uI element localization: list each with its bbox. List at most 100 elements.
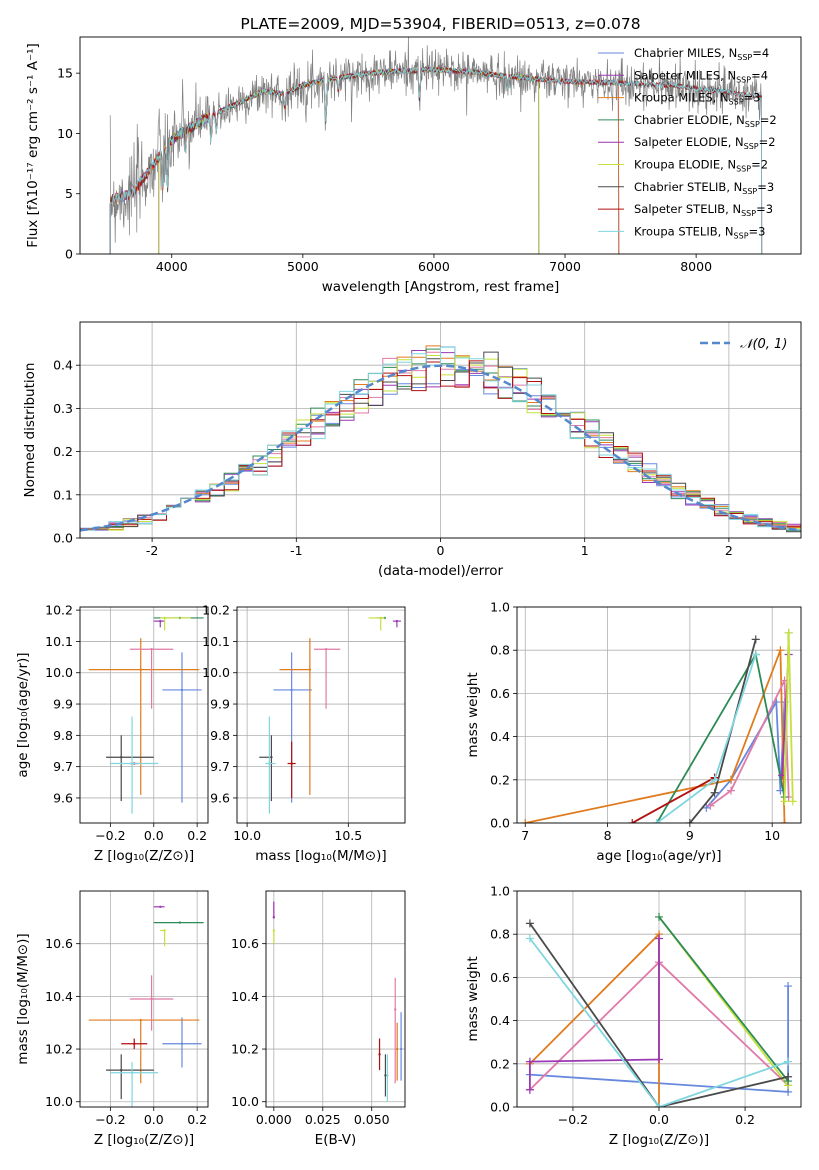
y-tick-label: 10.0 xyxy=(231,1094,259,1109)
model-spectrum-chabrier-miles-line xyxy=(109,66,620,254)
model-spectrum-kroupa-elodie-line xyxy=(158,65,540,254)
mass-weight-series-salpeter-miles xyxy=(529,938,660,1090)
plus-marker xyxy=(628,819,637,823)
data-point xyxy=(139,668,142,671)
x-tick-label: 0.050 xyxy=(354,1112,390,1127)
x-tick-label: 0.0 xyxy=(144,1112,164,1127)
plus-marker xyxy=(525,919,534,928)
y-axis-label: Flux [fλ10⁻¹⁷ erg cm⁻² s⁻¹ A⁻¹] xyxy=(25,43,41,248)
x-tick-label: 0.0 xyxy=(649,1112,669,1127)
data-point xyxy=(130,1071,134,1074)
plus-marker xyxy=(655,1055,663,1064)
x-tick-label: 7000 xyxy=(549,259,581,274)
errorbar-point xyxy=(88,1018,200,1084)
data-point xyxy=(133,1042,136,1045)
x-tick-label: 0 xyxy=(437,543,445,558)
y-axis-label: mass weight xyxy=(465,956,481,1041)
x-tick-label: 5000 xyxy=(287,259,319,274)
x-tick-label: −0.2 xyxy=(95,1112,125,1127)
mass_vs_ebv-chart: 0.000 0.025 0.050 10.0 10.2 10.4 10.6 E(B-V) xyxy=(231,890,406,1148)
normal-distribution-curve xyxy=(80,364,801,532)
y-tick-label: 0.2 xyxy=(490,1056,510,1071)
y-tick-label: 10.2 xyxy=(231,1042,259,1057)
legend-entry: Chabrier MILES, NSSP=4 xyxy=(634,46,769,62)
plus-marker xyxy=(784,628,793,637)
mass_vs_Z-plot-area xyxy=(88,905,204,1107)
y-tick-label: 9.7 xyxy=(210,759,230,774)
y-tick-label: 0.4 xyxy=(490,1013,510,1028)
x-tick-label: 0.2 xyxy=(187,828,207,843)
data-point xyxy=(150,648,153,651)
legend-entry-name: Kroupa ELODIE, N xyxy=(634,158,736,172)
errorbar-point xyxy=(153,619,165,628)
x-tick-label: 8000 xyxy=(680,259,712,274)
errorbar-point xyxy=(272,929,276,944)
y-tick-label: 10.4 xyxy=(45,989,73,1004)
mass_vs_ebv-plot-area xyxy=(272,901,403,1102)
y-tick-label: 10.1 xyxy=(202,634,230,649)
legend-entry: Kroupa ELODIE, NSSP=2 xyxy=(634,158,768,174)
legend-entry-name: Salpeter STELIB, N xyxy=(634,202,741,216)
errorbar-point xyxy=(273,652,312,803)
y-axis-label: mass [log₁₀(M/M⊙)] xyxy=(15,933,31,1064)
y-tick-label: 10.6 xyxy=(231,936,259,951)
legend-entry-value: =3 xyxy=(757,180,774,194)
x-tick-label: -2 xyxy=(146,543,158,558)
data-point xyxy=(395,619,399,623)
legend-entry: Kroupa MILES, NSSP=3 xyxy=(634,91,760,107)
errorbar-point xyxy=(110,1062,159,1107)
y-tick-label: 0.1 xyxy=(53,487,73,502)
errorbar-point xyxy=(259,735,273,802)
y-tick-label: 10.6 xyxy=(45,936,73,951)
errorbar-point xyxy=(313,648,341,709)
data-point xyxy=(394,1008,397,1011)
weight_vs_Z-chart: −0.2 0.0 0.2 0.0 0.2 0.4 0.6 0.8 1.0 Z [log₁₀(Z/Z… xyxy=(465,884,802,1148)
plus-marker xyxy=(780,797,789,806)
plus-marker xyxy=(727,775,736,784)
y-tick-label: 0.3 xyxy=(53,401,73,416)
x-tick-label: 0.000 xyxy=(256,1112,292,1127)
data-point xyxy=(290,688,293,692)
mass-weight-series-chabrier-stelib xyxy=(689,639,757,823)
plus-marker xyxy=(751,635,760,644)
data-point xyxy=(159,905,162,909)
data-point xyxy=(379,616,382,620)
weight_vs_age-ticks: 7 8 9 10 0.0 0.2 0.4 0.6 0.8 1.0 xyxy=(490,600,801,843)
legend-entry-value: =2 xyxy=(759,135,776,149)
spectrum-chart: 4000 5000 6000 7000 8000 0 5 10 15 wavelength [An… xyxy=(25,15,802,295)
errorbar-point xyxy=(88,638,200,795)
y-tick-label: 10.0 xyxy=(45,665,73,680)
data-point xyxy=(180,1042,184,1045)
weight_vs_age-frame xyxy=(516,606,802,824)
legend-entry-subscript: SSP xyxy=(734,231,749,240)
x-axis-label: E(B-V) xyxy=(315,1132,357,1148)
age_vs_mass-chart: 10.0 10.5 9.6 9.7 9.8 9.9 10.0 10.1 10.2 mass [lo… xyxy=(202,603,406,864)
y-tick-label: 0 xyxy=(65,247,73,262)
age_vs_Z-chart: −0.2 0.0 0.2 9.6 9.7 9.8 9.9 10.0 10.1 10.2 Z [log… xyxy=(15,603,209,864)
plus-marker xyxy=(521,819,530,823)
errorbar-point xyxy=(162,1017,202,1068)
data-point xyxy=(272,929,276,932)
y-axis-label: Normed distribution xyxy=(22,363,38,498)
model-spectrum-kroupa-miles-line xyxy=(109,66,620,254)
mass-weight-series-chabrier-stelib xyxy=(529,922,789,1107)
x-tick-label: 0.0 xyxy=(144,828,164,843)
model-spectrum-chabrier-elodie-line xyxy=(158,66,540,254)
y-tick-label: 0.8 xyxy=(490,927,510,942)
y-tick-label: 0.0 xyxy=(490,1100,510,1115)
y-tick-label: 1.0 xyxy=(490,884,510,899)
data-point xyxy=(272,916,276,919)
model-spectrum-salpeter-miles-line xyxy=(109,66,620,254)
legend-entry: Salpeter STELIB, NSSP=3 xyxy=(634,202,773,218)
y-tick-label: 10.0 xyxy=(45,1094,73,1109)
legend-entry-name: Chabrier STELIB, N xyxy=(634,180,742,194)
data-point xyxy=(270,756,273,759)
data-point xyxy=(384,1074,387,1077)
errorbar-point xyxy=(106,1054,154,1100)
plus-marker xyxy=(655,912,663,921)
x-tick-label: −0.2 xyxy=(558,1112,588,1127)
data-point xyxy=(308,668,312,671)
y-tick-label: 0.2 xyxy=(53,444,73,459)
plus-marker xyxy=(710,788,719,797)
